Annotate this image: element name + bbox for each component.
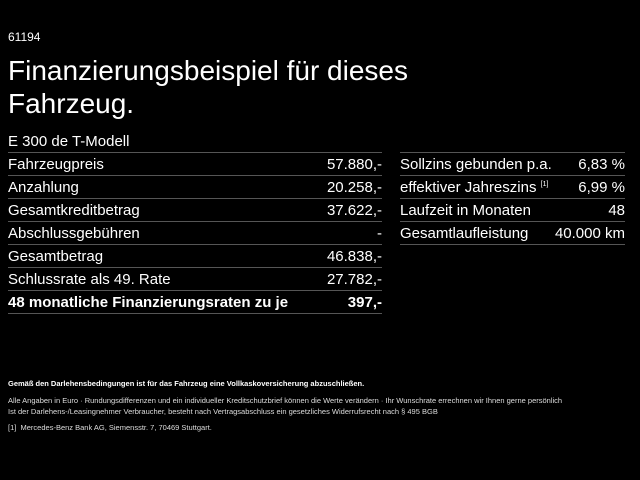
model-name: E 300 de T-Modell: [8, 133, 130, 150]
conditions-table: Sollzins gebunden p.a. 6,83 % effektiver …: [400, 152, 625, 245]
legal-notes: Gemäß den Darlehensbedingungen ist für d…: [8, 378, 638, 433]
row-value: 46.838,-: [326, 247, 382, 265]
row-label: Anzahlung: [8, 178, 79, 196]
row-value: 40.000 km: [554, 224, 625, 242]
row-value: 57.880,-: [326, 155, 382, 173]
table-row: Sollzins gebunden p.a. 6,83 %: [400, 153, 625, 176]
table-row: Fahrzeugpreis 57.880,-: [8, 153, 382, 176]
table-row: Schlussrate als 49. Rate 27.782,-: [8, 268, 382, 291]
table-row: Anzahlung 20.258,-: [8, 176, 382, 199]
offer-code: 61194: [8, 30, 41, 44]
row-value: 37.622,-: [326, 201, 382, 219]
table-row: Gesamtlaufleistung 40.000 km: [400, 222, 625, 245]
table-row: Gesamtbetrag 46.838,-: [8, 245, 382, 268]
table-row: effektiver Jahreszins [1] 6,99 %: [400, 176, 625, 199]
row-label: Gesamtkreditbetrag: [8, 201, 140, 219]
row-label: effektiver Jahreszins: [400, 178, 537, 196]
insurance-note: Gemäß den Darlehensbedingungen ist für d…: [8, 379, 365, 388]
row-value: -: [377, 224, 382, 242]
row-label: Gesamtlaufleistung: [400, 224, 529, 242]
disclaimer-line: Ist der Darlehens-/Leasingnehmer Verbrau…: [8, 407, 438, 416]
page-title: Finanzierungsbeispiel für dieses Fahrzeu…: [8, 55, 408, 119]
row-value: 6,83 %: [578, 155, 625, 173]
row-value: 397,-: [347, 293, 382, 311]
footnote-mark: [1]: [8, 423, 17, 432]
row-label: Fahrzeugpreis: [8, 155, 104, 173]
row-value: 27.782,-: [326, 270, 382, 288]
row-label: 48 monatliche Finanzierungsraten zu je: [8, 293, 289, 311]
footnote-ref: [1]: [540, 180, 549, 188]
row-label: Abschlussgebühren: [8, 224, 140, 242]
disclaimer-line: Alle Angaben in Euro · Rundungsdifferenz…: [8, 396, 563, 405]
table-row: Abschlussgebühren -: [8, 222, 382, 245]
row-label: Sollzins gebunden p.a.: [400, 155, 552, 173]
row-value: 48: [608, 201, 625, 219]
monthly-rate-row: 48 monatliche Finanzierungsraten zu je 39…: [8, 291, 382, 314]
row-value: 6,99 %: [578, 178, 625, 196]
row-value: 20.258,-: [326, 178, 382, 196]
table-row: Gesamtkreditbetrag 37.622,-: [8, 199, 382, 222]
row-label: Schlussrate als 49. Rate: [8, 270, 171, 288]
footnote-text: Mercedes-Benz Bank AG, Siemensstr. 7, 70…: [20, 423, 212, 432]
row-label: Laufzeit in Monaten: [400, 201, 531, 219]
table-row: Laufzeit in Monaten 48: [400, 199, 625, 222]
row-label: Gesamtbetrag: [8, 247, 104, 265]
financing-table: Fahrzeugpreis 57.880,- Anzahlung 20.258,- …: [8, 152, 382, 314]
